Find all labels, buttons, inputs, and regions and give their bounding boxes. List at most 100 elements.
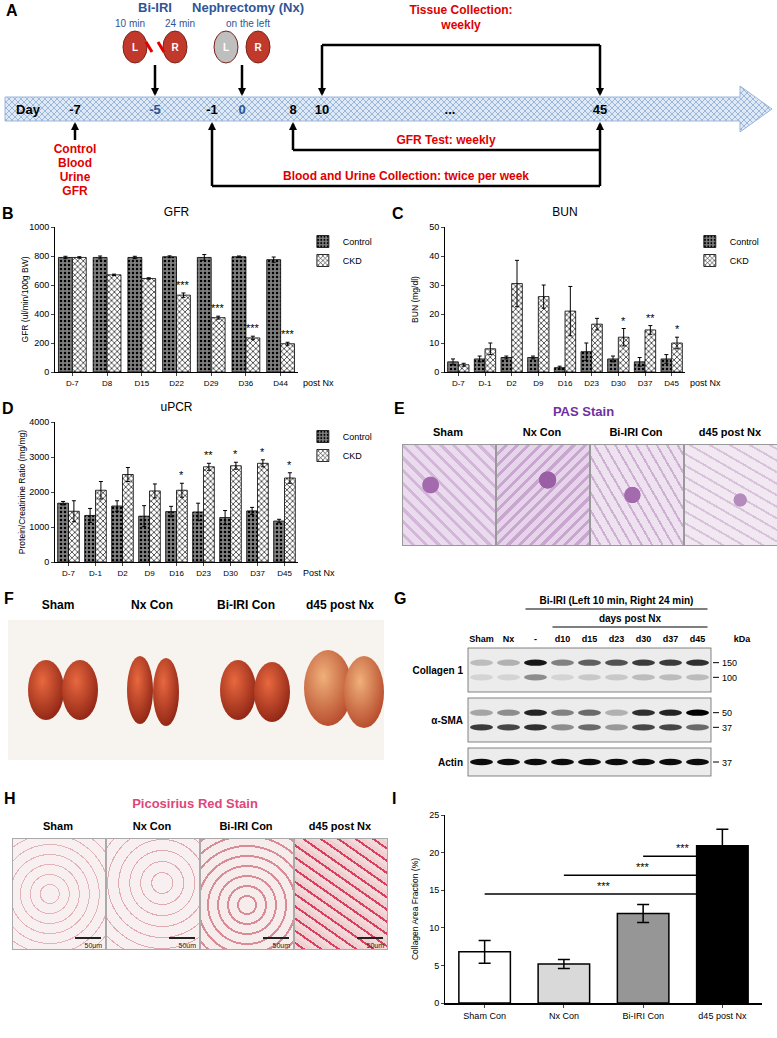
- svg-text:50: 50: [722, 708, 732, 718]
- svg-text:*: *: [233, 448, 238, 460]
- svg-text:Sham Con: Sham Con: [463, 1011, 506, 1021]
- svg-text:D44: D44: [273, 379, 288, 388]
- svg-text:α-SMA: α-SMA: [431, 715, 463, 726]
- svg-text:3000: 3000: [29, 452, 49, 462]
- svg-text:Tissue Collection:: Tissue Collection:: [409, 3, 512, 17]
- svg-text:-1: -1: [206, 102, 218, 117]
- svg-text:***: ***: [636, 861, 650, 873]
- svg-text:**: **: [646, 312, 655, 324]
- svg-text:D37: D37: [250, 569, 265, 578]
- svg-text:45: 45: [593, 102, 607, 117]
- svg-text:4000: 4000: [29, 417, 49, 427]
- svg-text:D23: D23: [584, 379, 599, 388]
- svg-text:0: 0: [434, 998, 439, 1008]
- svg-text:100: 100: [722, 673, 737, 683]
- svg-text:D45: D45: [277, 569, 292, 578]
- svg-text:Nx Con: Nx Con: [549, 1011, 579, 1021]
- svg-text:Nx: Nx: [503, 634, 515, 644]
- svg-text:600: 600: [34, 280, 49, 290]
- svg-text:***: ***: [246, 322, 260, 334]
- svg-text:D23: D23: [196, 569, 211, 578]
- svg-text:***: ***: [281, 328, 295, 340]
- svg-text:d10: d10: [555, 634, 571, 644]
- svg-text:400: 400: [34, 309, 49, 319]
- svg-text:10: 10: [315, 102, 329, 117]
- svg-text:Control: Control: [343, 237, 372, 247]
- svg-text:Control: Control: [730, 237, 759, 247]
- svg-text:d23: d23: [609, 634, 625, 644]
- svg-text:1000: 1000: [29, 222, 49, 232]
- svg-text:D8: D8: [102, 379, 113, 388]
- svg-text:40: 40: [429, 251, 439, 261]
- svg-text:37: 37: [722, 723, 732, 733]
- svg-text:d37: d37: [663, 634, 679, 644]
- svg-text:on the left: on the left: [226, 18, 270, 29]
- svg-text:10 min: 10 min: [115, 18, 145, 29]
- svg-text:Actin: Actin: [438, 757, 463, 768]
- svg-text:Collagen Area Fraction (%): Collagen Area Fraction (%): [410, 858, 420, 960]
- svg-text:D30: D30: [611, 379, 626, 388]
- svg-text:24 min: 24 min: [165, 18, 195, 29]
- svg-text:GFR Test: weekly: GFR Test: weekly: [396, 133, 495, 147]
- svg-text:0: 0: [238, 102, 245, 117]
- svg-text:D2: D2: [507, 379, 518, 388]
- svg-text:R: R: [254, 42, 262, 53]
- svg-text:800: 800: [34, 251, 49, 261]
- svg-text:D-7: D-7: [66, 379, 79, 388]
- svg-text:Blood: Blood: [58, 156, 92, 170]
- svg-text:D9: D9: [533, 379, 544, 388]
- svg-text:A: A: [6, 2, 18, 19]
- svg-text:1000: 1000: [29, 522, 49, 532]
- svg-text:D-1: D-1: [89, 569, 102, 578]
- svg-text:uPCR: uPCR: [160, 400, 192, 414]
- svg-text:days post Nx: days post Nx: [599, 613, 662, 624]
- svg-text:20: 20: [429, 848, 439, 858]
- svg-text:R: R: [171, 42, 179, 53]
- svg-text:***: ***: [176, 279, 190, 291]
- svg-text:Collagen 1: Collagen 1: [412, 665, 463, 676]
- svg-text:*: *: [260, 446, 265, 458]
- svg-text:150: 150: [722, 658, 737, 668]
- svg-text:Urine: Urine: [60, 170, 91, 184]
- svg-text:5: 5: [434, 961, 439, 971]
- svg-text:20: 20: [429, 309, 439, 319]
- svg-text:***: ***: [597, 880, 611, 892]
- svg-text:BUN: BUN: [552, 205, 577, 219]
- svg-text:weekly: weekly: [440, 18, 481, 32]
- svg-text:-: -: [534, 634, 537, 644]
- svg-text:25: 25: [429, 810, 439, 820]
- svg-text:d45: d45: [690, 634, 706, 644]
- svg-text:Control: Control: [343, 432, 372, 442]
- svg-text:37: 37: [722, 758, 732, 768]
- svg-text:d45 post Nx: d45 post Nx: [698, 1011, 747, 1021]
- svg-text:D-7: D-7: [62, 569, 75, 578]
- svg-text:Nephrectomy (Nx): Nephrectomy (Nx): [192, 0, 304, 15]
- svg-text:15: 15: [429, 885, 439, 895]
- svg-text:D9: D9: [144, 569, 155, 578]
- svg-text:**: **: [204, 449, 213, 461]
- svg-text:50: 50: [429, 222, 439, 232]
- svg-text:0: 0: [44, 557, 49, 567]
- svg-text:D-7: D-7: [452, 379, 465, 388]
- svg-text:L: L: [132, 42, 138, 53]
- svg-text:Protein/Creatinine Ratio (mg/m: Protein/Creatinine Ratio (mg/mg): [17, 430, 27, 554]
- svg-text:Control: Control: [54, 142, 97, 156]
- svg-text:Bi-IRI: Bi-IRI: [138, 0, 172, 15]
- svg-text:Blood and Urine Collection: tw: Blood and Urine Collection: twice per we…: [283, 169, 529, 183]
- svg-text:D45: D45: [664, 379, 679, 388]
- svg-text:CKD: CKD: [343, 256, 363, 266]
- svg-text:D36: D36: [239, 379, 254, 388]
- svg-text:*: *: [621, 315, 626, 327]
- svg-text:0: 0: [434, 367, 439, 377]
- svg-text:30: 30: [429, 280, 439, 290]
- svg-text:Sham: Sham: [469, 634, 494, 644]
- svg-text:Post Nx: Post Nx: [303, 568, 335, 578]
- svg-text:10: 10: [429, 338, 439, 348]
- svg-text:D16: D16: [558, 379, 573, 388]
- svg-text:post Nx: post Nx: [303, 378, 334, 388]
- svg-text:*: *: [179, 469, 184, 481]
- svg-text:D16: D16: [169, 569, 184, 578]
- svg-text:8: 8: [289, 102, 296, 117]
- svg-text:-5: -5: [149, 102, 161, 117]
- svg-text:kDa: kDa: [734, 634, 752, 644]
